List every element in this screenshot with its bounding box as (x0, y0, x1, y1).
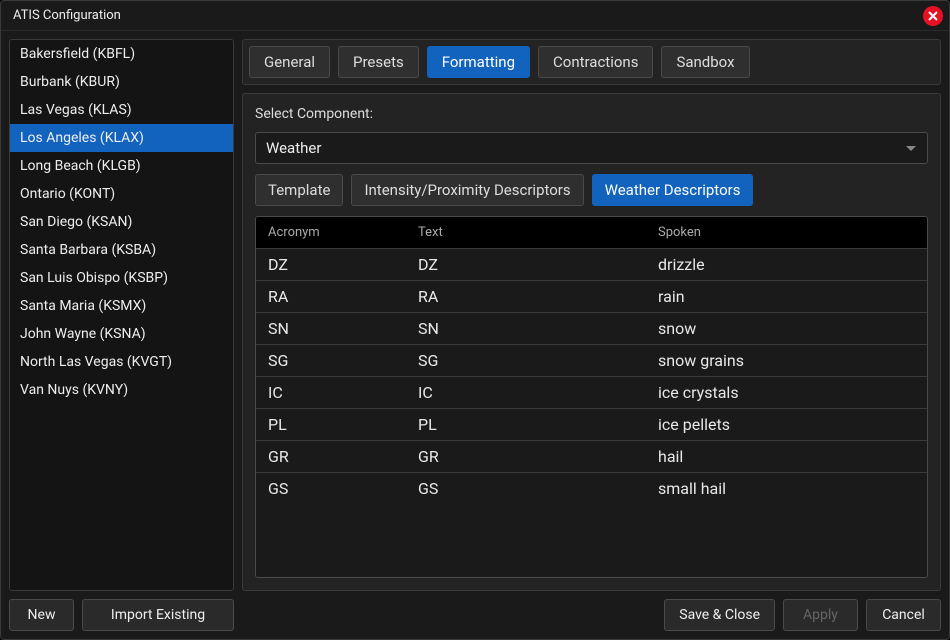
cell-text: DZ (406, 249, 646, 280)
cell-acronym: DZ (256, 249, 406, 280)
chevron-down-icon (905, 142, 917, 154)
descriptor-table: Acronym Text Spoken DZDZdrizzleRARArainS… (255, 216, 928, 578)
table-row[interactable]: SGSGsnow grains (256, 344, 927, 376)
footer-buttons: Save & Close Apply Cancel (242, 599, 941, 631)
subtab[interactable]: Weather Descriptors (592, 174, 754, 206)
station-item[interactable]: Burbank (KBUR) (10, 68, 233, 96)
close-icon (928, 11, 938, 21)
cell-spoken: snow grains (646, 345, 927, 376)
cell-text: SN (406, 313, 646, 344)
cell-spoken: ice crystals (646, 377, 927, 408)
station-item[interactable]: Ontario (KONT) (10, 180, 233, 208)
sidebar: Bakersfield (KBFL)Burbank (KBUR)Las Vega… (9, 39, 234, 631)
cell-text: SG (406, 345, 646, 376)
tab-presets[interactable]: Presets (338, 46, 419, 78)
station-item[interactable]: Santa Barbara (KSBA) (10, 236, 233, 264)
cell-spoken: drizzle (646, 249, 927, 280)
table-row[interactable]: GRGRhail (256, 440, 927, 472)
config-window: ATIS Configuration Bakersfield (KBFL)Bur… (0, 0, 950, 640)
subtab[interactable]: Intensity/Proximity Descriptors (351, 174, 583, 206)
cell-acronym: PL (256, 409, 406, 440)
cell-acronym: SG (256, 345, 406, 376)
cell-text: GR (406, 441, 646, 472)
cell-acronym: GR (256, 441, 406, 472)
table-row[interactable]: PLPLice pellets (256, 408, 927, 440)
cancel-button[interactable]: Cancel (866, 599, 941, 631)
save-close-button[interactable]: Save & Close (664, 599, 775, 631)
station-item[interactable]: San Luis Obispo (KSBP) (10, 264, 233, 292)
tab-formatting[interactable]: Formatting (427, 46, 530, 78)
cell-spoken: small hail (646, 473, 927, 504)
col-header-text: Text (406, 217, 646, 248)
station-list[interactable]: Bakersfield (KBFL)Burbank (KBUR)Las Vega… (9, 39, 234, 591)
component-select[interactable]: Weather (255, 132, 928, 164)
station-item[interactable]: North Las Vegas (KVGT) (10, 348, 233, 376)
cell-text: RA (406, 281, 646, 312)
cell-spoken: rain (646, 281, 927, 312)
table-row[interactable]: ICICice crystals (256, 376, 927, 408)
cell-acronym: IC (256, 377, 406, 408)
table-row[interactable]: RARArain (256, 280, 927, 312)
station-item[interactable]: Los Angeles (KLAX) (10, 124, 233, 152)
new-button[interactable]: New (9, 599, 74, 631)
cell-spoken: ice pellets (646, 409, 927, 440)
close-button[interactable] (923, 6, 943, 26)
cell-acronym: SN (256, 313, 406, 344)
subtabs: TemplateIntensity/Proximity Descriptors W… (255, 174, 928, 206)
station-item[interactable]: Bakersfield (KBFL) (10, 40, 233, 68)
cell-text: IC (406, 377, 646, 408)
titlebar: ATIS Configuration (1, 1, 949, 31)
cell-text: PL (406, 409, 646, 440)
col-header-acronym: Acronym (256, 217, 406, 248)
station-item[interactable]: John Wayne (KSNA) (10, 320, 233, 348)
table-row[interactable]: DZDZdrizzle (256, 248, 927, 280)
main-tabs: GeneralPresetsFormattingContractionsSand… (242, 39, 941, 85)
component-select-value: Weather (266, 139, 321, 157)
apply-button[interactable]: Apply (783, 599, 858, 631)
table-row[interactable]: GSGSsmall hail (256, 472, 927, 504)
station-item[interactable]: Las Vegas (KLAS) (10, 96, 233, 124)
select-component-label: Select Component: (255, 106, 928, 122)
station-item[interactable]: Long Beach (KLGB) (10, 152, 233, 180)
cell-spoken: hail (646, 441, 927, 472)
cell-text: GS (406, 473, 646, 504)
cell-spoken: snow (646, 313, 927, 344)
col-header-spoken: Spoken (646, 217, 927, 248)
window-body: Bakersfield (KBFL)Burbank (KBUR)Las Vega… (1, 31, 949, 639)
sidebar-buttons: New Import Existing (9, 599, 234, 631)
station-item[interactable]: San Diego (KSAN) (10, 208, 233, 236)
tab-sandbox[interactable]: Sandbox (661, 46, 749, 78)
table-header: Acronym Text Spoken (256, 217, 927, 248)
main-panel: GeneralPresetsFormattingContractionsSand… (242, 39, 941, 631)
station-item[interactable]: Santa Maria (KSMX) (10, 292, 233, 320)
table-body[interactable]: DZDZdrizzleRARArainSNSNsnowSGSGsnow grai… (256, 248, 927, 577)
cell-acronym: GS (256, 473, 406, 504)
window-title: ATIS Configuration (13, 8, 121, 23)
cell-acronym: RA (256, 281, 406, 312)
tab-contractions[interactable]: Contractions (538, 46, 653, 78)
station-item[interactable]: Van Nuys (KVNY) (10, 376, 233, 404)
table-row[interactable]: SNSNsnow (256, 312, 927, 344)
content-panel: Select Component: Weather TemplateIntens… (242, 93, 941, 591)
import-existing-button[interactable]: Import Existing (82, 599, 234, 631)
subtab[interactable]: Template (255, 174, 343, 206)
tab-general[interactable]: General (249, 46, 330, 78)
